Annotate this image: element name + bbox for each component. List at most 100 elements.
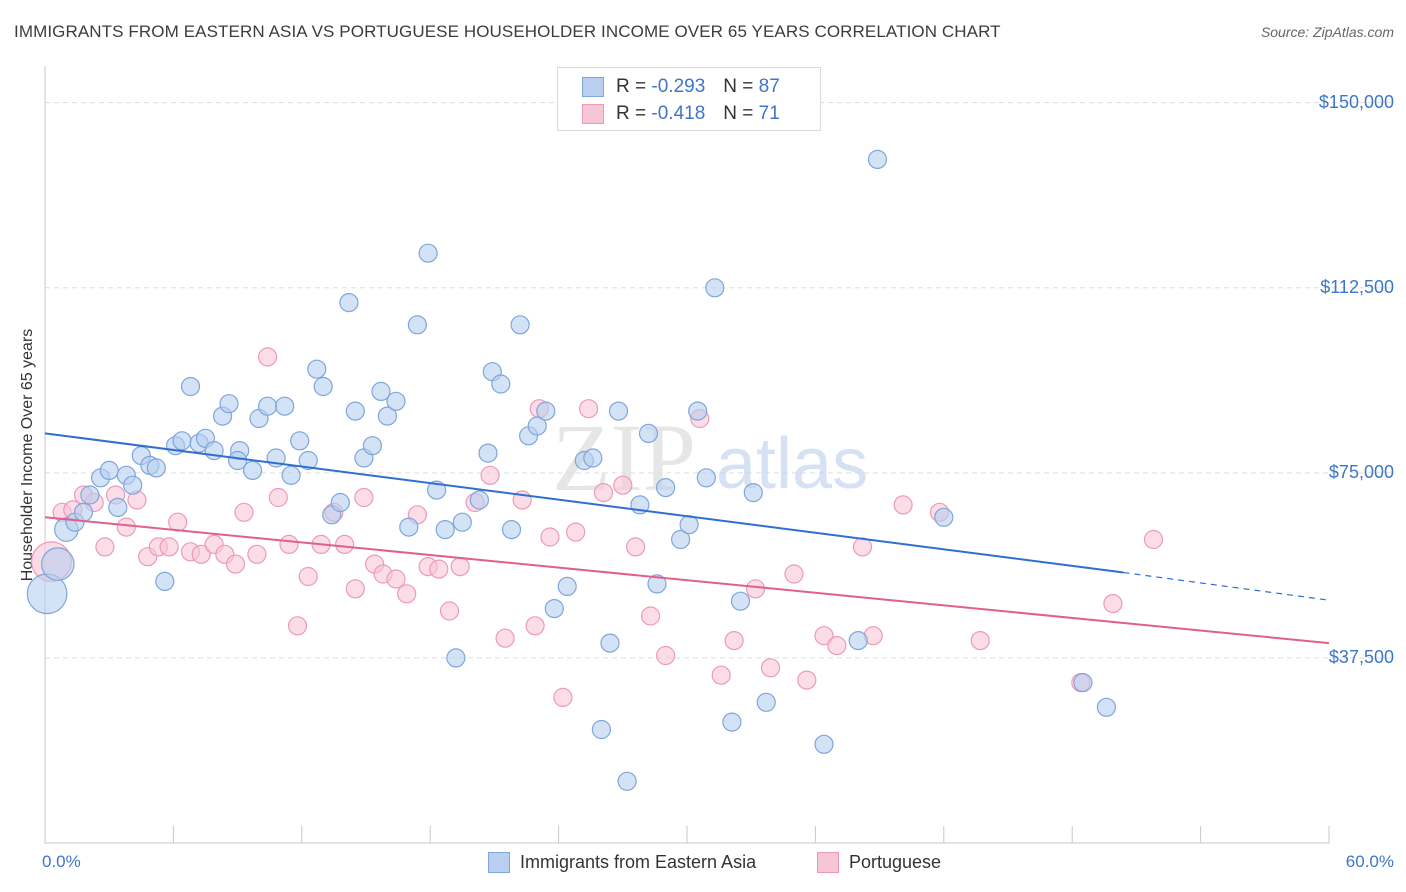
eastern-asia-point [362,436,382,456]
eastern-asia-point [814,734,834,754]
legend-row-portuguese: R = -0.418 N = 71 [582,102,780,126]
portuguese-point [553,687,573,708]
source-credit: Source: ZipAtlas.com [1260,24,1394,40]
portuguese-point [578,399,599,419]
legend-item-portuguese: Portuguese [817,852,941,873]
eastern-asia-point [219,394,239,414]
eastern-asia-point [591,719,612,740]
eastern-asia-point [608,401,629,421]
axes [44,66,1330,844]
legend-swatch-pink [817,852,839,873]
eastern-asia-point [73,502,94,522]
eastern-asia-point [386,391,406,411]
portuguese-point [191,544,211,564]
y-tick-label: $37,500 [1328,646,1394,667]
eastern-asia-point [307,359,327,379]
portuguese-point [613,475,633,495]
eastern-asia-point [155,571,175,592]
portuguese-point [354,487,374,508]
portuguese-point [711,665,731,685]
trend-line-portuguese [44,516,1330,645]
eastern-asia-point [298,450,318,471]
eastern-asia-point [407,315,427,335]
portuguese-point [168,512,188,532]
portuguese-point [525,616,545,636]
y-tick-label: $150,000 [1318,91,1394,112]
legend-row-eastern-asia: R = -0.293 N = 87 [582,75,780,99]
eastern-asia-point [80,485,100,505]
eastern-asia-point [867,149,888,169]
portuguese-point [116,517,136,537]
eastern-asia-point [583,448,603,468]
eastern-asia-point [123,475,143,495]
eastern-asia-point [258,396,278,416]
eastern-asia-point [743,483,763,503]
portuguese-point [1103,593,1123,614]
eastern-asia-point [290,431,310,451]
legend-label-eastern-asia: Immigrants from Eastern Asia [520,852,757,872]
portuguese-point [625,537,646,557]
legend-swatch-blue [582,77,604,97]
portuguese-point [450,556,470,577]
legend-swatch-blue [488,852,510,873]
portuguese-point [593,483,614,503]
eastern-asia-point [491,374,511,394]
legend-r-label: R = [616,76,647,97]
correlation-legend: R = -0.293 N = 87 R = -0.418 N = 71 [557,67,821,131]
eastern-asia-point [339,293,359,313]
portuguese-point [234,502,254,522]
series-portuguese-points [31,347,1164,708]
portuguese-point [287,616,308,636]
portuguese-point [827,635,847,656]
eastern-asia-point [180,376,201,397]
series-eastern-asia-points [26,149,1117,791]
trend-lines [44,432,1330,645]
eastern-asia-point [679,515,699,535]
legend-item-eastern-asia: Immigrants from Eastern Asia [488,852,756,873]
portuguese-point [298,566,318,587]
eastern-asia-point [99,460,119,480]
legend-r-value: -0.293 [651,76,706,97]
eastern-asia-point [638,423,659,443]
eastern-asia-point [228,450,248,471]
eastern-asia-point [696,468,716,488]
eastern-asia-point [108,497,128,517]
eastern-asia-point [469,490,489,510]
watermark-zip: ZIP [552,404,696,511]
portuguese-point [655,645,676,666]
legend-label-portuguese: Portuguese [849,852,942,872]
eastern-asia-point [452,512,472,532]
legend-n-value: 71 [758,103,780,124]
eastern-asia-point [756,692,776,712]
eastern-asia-point [275,396,295,416]
portuguese-point [439,601,460,621]
portuguese-point [893,495,913,515]
portuguese-point [784,564,804,584]
eastern-asia-point [544,598,564,619]
portuguese-point [495,628,515,648]
x-tick-label-max: 60.0% [1345,852,1394,871]
eastern-asia-point [655,478,676,498]
eastern-asia-point [501,519,522,540]
trend-line-eastern-asia-extension [1123,571,1330,601]
series-legend: Immigrants from Eastern Asia Portuguese [0,852,1406,878]
y-tick-label: $112,500 [1320,276,1394,297]
eastern-asia-point [243,460,263,480]
eastern-asia-point [730,591,751,611]
eastern-asia-point [418,243,438,263]
eastern-asia-point [510,315,530,335]
portuguese-point [386,569,406,589]
legend-r-label: R = [616,103,647,124]
portuguese-point [95,537,115,557]
portuguese-point [345,579,365,599]
grid-lines [45,102,1394,659]
portuguese-point [279,534,299,555]
legend-r-value: -0.418 [651,103,706,124]
eastern-asia-point [345,401,365,421]
eastern-asia-point [172,431,192,451]
portuguese-point [640,606,661,626]
portuguese-point [814,626,834,646]
legend-n-label: N = [723,76,754,97]
eastern-asia-point [1096,697,1117,717]
